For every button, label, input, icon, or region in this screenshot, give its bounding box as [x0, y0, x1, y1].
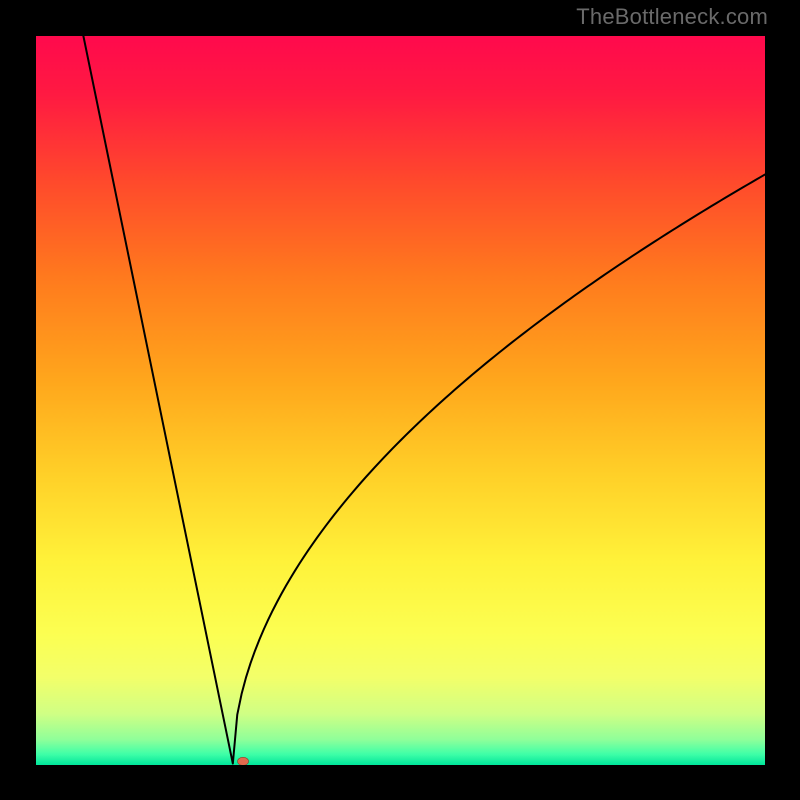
chart-root: TheBottleneck.com [0, 0, 800, 800]
bottleneck-curve [83, 36, 765, 764]
curve-layer [36, 36, 765, 765]
optimum-marker [238, 757, 249, 765]
watermark-text: TheBottleneck.com [576, 4, 768, 30]
plot-area [36, 36, 765, 765]
